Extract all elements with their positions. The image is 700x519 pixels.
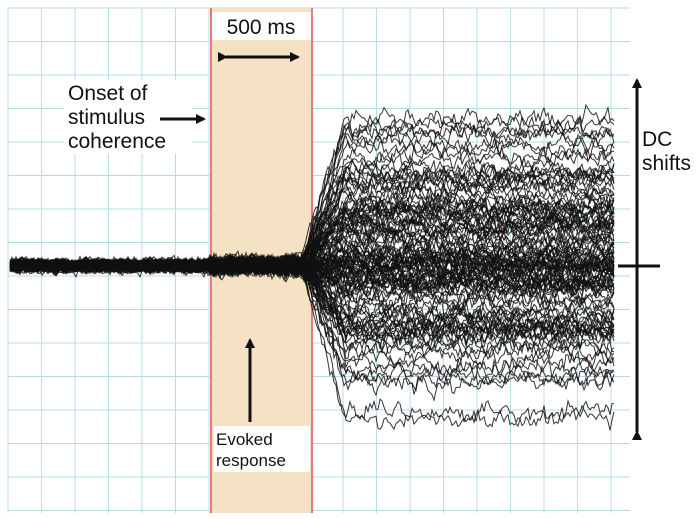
eeg-trace-line xyxy=(9,215,615,275)
evoked-label-line1: Evoked xyxy=(216,430,273,449)
duration-label-bg xyxy=(212,12,311,40)
eeg-trace-line xyxy=(9,253,615,281)
duration-label: 500 ms xyxy=(227,16,296,39)
eeg-trace-line xyxy=(9,103,615,275)
evoked-label-bg xyxy=(214,426,310,472)
onset-label-line2: stimulus xyxy=(68,106,145,129)
evoked-label-line2: response xyxy=(216,451,286,470)
eeg-traces xyxy=(9,103,615,431)
onset-label-bg xyxy=(64,80,192,154)
eeg-trace-line xyxy=(9,242,615,280)
eeg-trace-line xyxy=(9,255,615,337)
dc-label-line1: DC xyxy=(642,128,672,151)
onset-label-line3: coherence xyxy=(68,130,166,153)
onset-label-line1: Onset of xyxy=(68,82,148,105)
dc-label-bg xyxy=(640,124,700,178)
dc-label-line2: shifts xyxy=(642,152,691,175)
